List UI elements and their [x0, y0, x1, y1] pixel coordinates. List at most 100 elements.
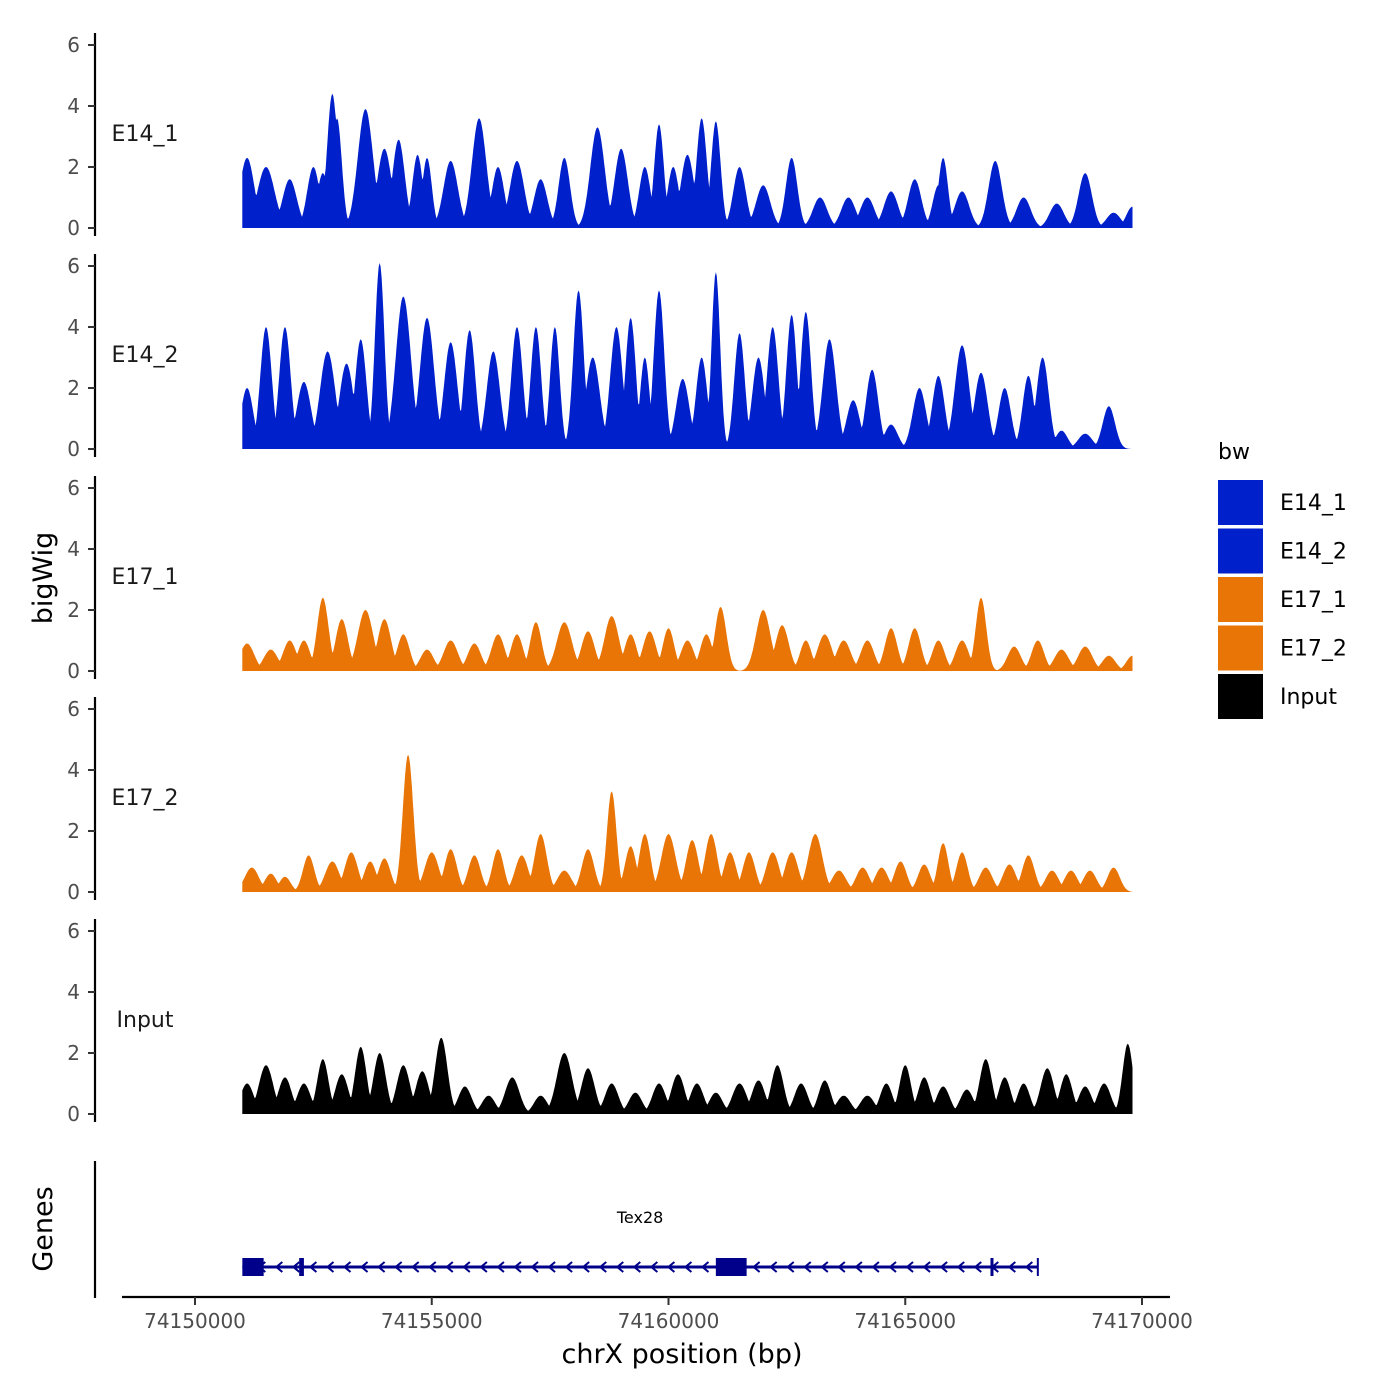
x-tick-label: 74160000 [618, 1309, 720, 1333]
gene-exon [299, 1258, 304, 1276]
track-area-e17-2 [242, 754, 1133, 892]
strand-arrow [1007, 1261, 1016, 1273]
track-panel-e14-1: 0 2 4 6 E14_1 [67, 33, 1133, 240]
strand-arrow [769, 1261, 778, 1273]
y-tick-label: 2 [67, 598, 80, 622]
track-label-e17-1: E17_1 [112, 565, 179, 590]
strand-arrow [428, 1261, 437, 1273]
y-tick-label: 6 [67, 476, 80, 500]
strand-arrow [666, 1261, 676, 1273]
track-area-input [242, 1037, 1133, 1114]
y-tick-label: 0 [67, 437, 80, 461]
strand-arrow [939, 1261, 948, 1273]
strand-arrow [325, 1261, 335, 1273]
x-tick-label: 74150000 [144, 1309, 246, 1333]
strand-arrow [581, 1261, 590, 1273]
strand-arrow [922, 1261, 931, 1273]
x-axis: 74150000 74155000 74160000 74165000 74170000… [122, 1295, 1193, 1370]
strand-arrow [291, 1261, 301, 1273]
strand-arrow [973, 1261, 982, 1273]
gene-exon [242, 1258, 264, 1276]
legend-swatch [1218, 480, 1263, 525]
y-tick-label: 0 [67, 659, 80, 683]
strand-arrow [871, 1261, 880, 1273]
y-tick-label: 4 [67, 537, 80, 561]
x-tick-label: 74155000 [381, 1309, 483, 1333]
gene-track: Genes Tex28 [28, 1161, 1039, 1298]
gene-track-title: Genes [28, 1186, 59, 1271]
y-tick-label: 6 [67, 33, 80, 57]
legend-label: E14_2 [1280, 540, 1347, 565]
strand-arrow [513, 1261, 522, 1273]
track-area-e17-1 [242, 597, 1133, 671]
strand-arrow [632, 1261, 641, 1273]
strand-arrow [394, 1261, 403, 1273]
strand-arrow [547, 1261, 556, 1273]
strand-arrow [700, 1261, 710, 1273]
strand-arrow [888, 1261, 897, 1273]
strand-arrow [683, 1261, 693, 1273]
gene-exon [990, 1258, 994, 1276]
legend-swatch [1218, 625, 1263, 671]
y-tick-label: 0 [67, 880, 80, 904]
legend-label: E17_2 [1280, 637, 1347, 662]
legend: bw E14_1 E14_2 E17_1 E17_2 Input [1218, 440, 1347, 719]
y-tick-label: 2 [67, 376, 80, 400]
y-tick-label: 2 [67, 819, 80, 843]
strand-arrow [905, 1261, 914, 1273]
strand-arrow [820, 1261, 829, 1273]
track-label-e14-2: E14_2 [112, 343, 179, 368]
track-label-e14-1: E14_1 [112, 122, 179, 147]
track-area-e14-1 [242, 93, 1133, 228]
y-tick-label: 6 [67, 697, 80, 721]
y-axis-title: bigWig [28, 532, 59, 625]
strand-arrow [956, 1261, 965, 1273]
strand-arrow [649, 1261, 658, 1273]
legend-swatch [1218, 674, 1263, 719]
track-panel-e14-2: 0 2 4 6 E14_2 [67, 254, 1133, 461]
strand-arrow [854, 1261, 863, 1273]
x-tick-label: 74165000 [854, 1309, 956, 1333]
y-tick-label: 4 [67, 315, 80, 339]
y-tick-label: 4 [67, 980, 80, 1004]
legend-label: Input [1280, 685, 1337, 710]
legend-swatch [1218, 528, 1263, 574]
track-panel-input: 0 2 4 6 Input [67, 919, 1133, 1126]
legend-label: E17_1 [1280, 588, 1347, 613]
gene-model-tex28 [242, 1258, 1039, 1276]
y-tick-label: 4 [67, 758, 80, 782]
y-tick-label: 0 [67, 1102, 80, 1126]
strand-arrow [530, 1261, 539, 1273]
strand-arrow [786, 1261, 795, 1273]
track-panel-e17-2: 0 2 4 6 E17_2 [67, 697, 1133, 904]
track-label-input: Input [117, 1008, 174, 1033]
strand-arrow [564, 1261, 573, 1273]
strand-arrow [598, 1261, 607, 1273]
track-panel-e17-1: 0 2 4 6 E17_1 [67, 476, 1133, 683]
legend-title: bw [1218, 440, 1250, 465]
gene-exon [715, 1258, 747, 1276]
strand-arrow [462, 1261, 471, 1273]
y-tick-label: 0 [67, 216, 80, 240]
strand-arrow [479, 1261, 488, 1273]
x-axis-title: chrX position (bp) [561, 1339, 802, 1370]
strand-arrow [445, 1261, 454, 1273]
strand-arrow [615, 1261, 624, 1273]
strand-arrow [752, 1261, 761, 1273]
track-area-e14-2 [242, 263, 1133, 449]
strand-arrow [837, 1261, 846, 1273]
strand-arrow [360, 1261, 369, 1273]
strand-arrow [496, 1261, 505, 1273]
strand-arrow [377, 1261, 386, 1273]
gene-label-tex28: Tex28 [616, 1208, 663, 1227]
track-label-e17-2: E17_2 [112, 786, 179, 811]
y-tick-label: 4 [67, 94, 80, 118]
strand-arrow [1024, 1261, 1034, 1273]
strand-arrow [411, 1261, 420, 1273]
strand-arrow [308, 1261, 318, 1273]
strand-arrow [803, 1261, 812, 1273]
y-tick-label: 2 [67, 1041, 80, 1065]
x-tick-label: 74170000 [1091, 1309, 1193, 1333]
legend-label: E14_1 [1280, 491, 1347, 516]
